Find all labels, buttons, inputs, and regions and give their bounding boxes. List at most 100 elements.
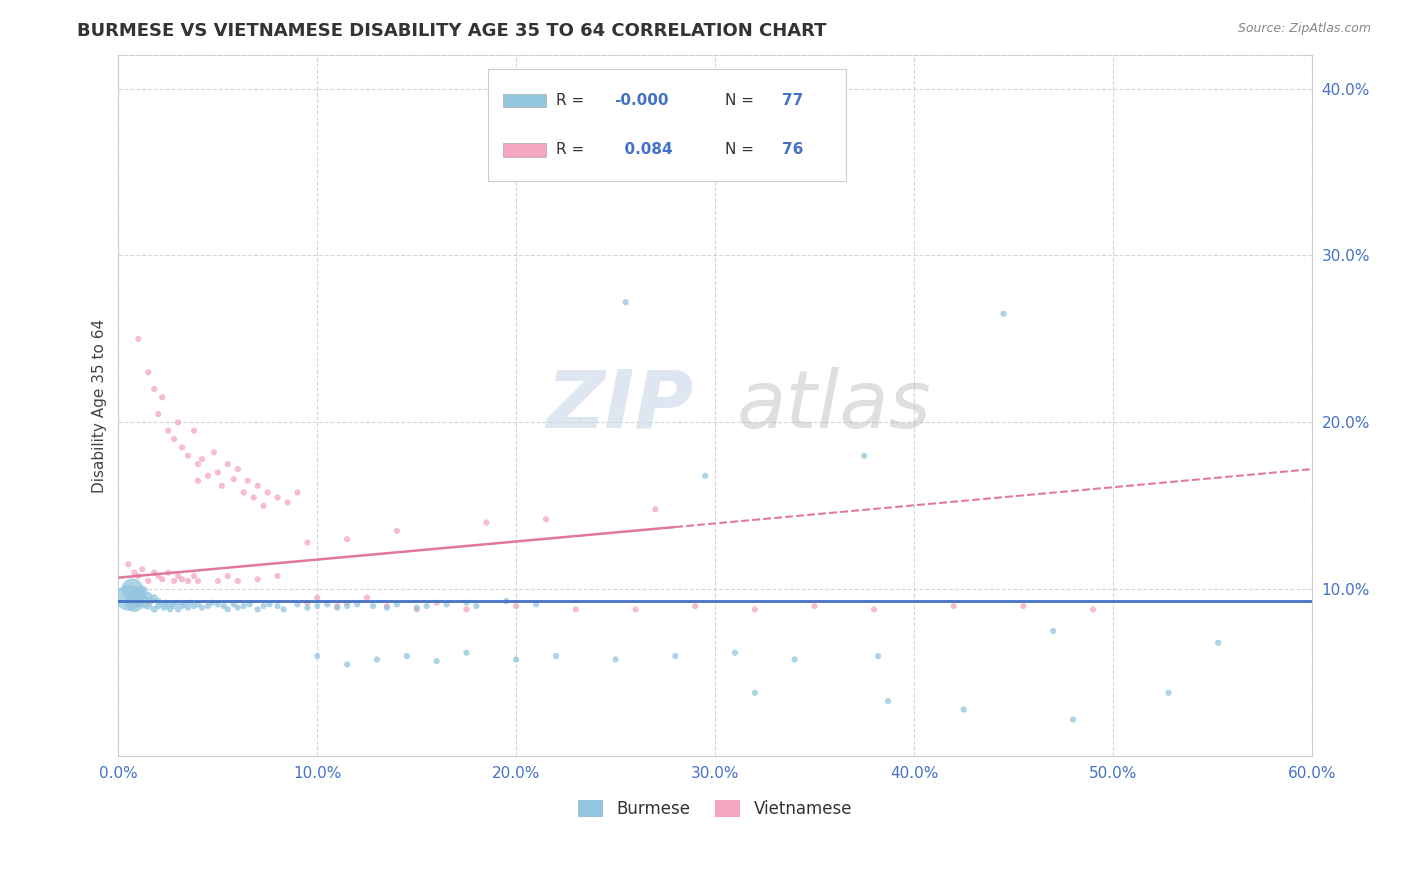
Point <box>173 598 195 612</box>
Point <box>266 569 288 583</box>
Point <box>366 652 388 666</box>
Point <box>544 649 567 664</box>
Point <box>183 424 205 438</box>
Point <box>346 598 368 612</box>
Point <box>177 449 200 463</box>
Point <box>316 598 339 612</box>
Point <box>236 474 259 488</box>
Point <box>259 598 281 612</box>
Point <box>150 598 173 612</box>
Legend: Burmese, Vietnamese: Burmese, Vietnamese <box>571 794 859 825</box>
Point <box>644 502 666 516</box>
Point <box>167 416 190 430</box>
Point <box>163 599 186 613</box>
Point <box>121 582 143 597</box>
Point <box>217 457 239 471</box>
Point <box>505 652 527 666</box>
Point <box>202 445 225 459</box>
Point <box>187 598 209 612</box>
Point <box>744 602 766 616</box>
Point <box>157 424 180 438</box>
Point <box>212 599 235 613</box>
Point <box>456 596 478 610</box>
Point <box>167 569 190 583</box>
Point <box>150 390 173 404</box>
Point <box>505 599 527 613</box>
Point <box>148 599 170 613</box>
Point <box>172 572 194 586</box>
Point <box>217 602 239 616</box>
Point <box>361 599 384 613</box>
Point <box>143 382 166 396</box>
Point <box>183 569 205 583</box>
Point <box>163 432 186 446</box>
Point <box>375 600 398 615</box>
Point <box>226 574 249 588</box>
Point <box>160 598 183 612</box>
Point <box>252 499 274 513</box>
Point <box>307 649 329 664</box>
Point <box>131 592 153 607</box>
Point <box>375 599 398 613</box>
Point <box>273 602 295 616</box>
Point <box>148 569 170 583</box>
Point <box>148 594 170 608</box>
Point <box>297 535 319 549</box>
Point <box>415 599 437 613</box>
Point <box>136 365 159 379</box>
Point <box>143 602 166 616</box>
Point <box>266 599 288 613</box>
Point <box>222 472 245 486</box>
Point <box>1206 636 1229 650</box>
Point <box>524 598 547 612</box>
Point <box>724 646 747 660</box>
Point <box>167 602 190 616</box>
Point <box>117 558 139 572</box>
Point <box>172 599 194 613</box>
Point <box>456 602 478 616</box>
Point <box>942 599 965 613</box>
Point <box>336 533 359 547</box>
Point <box>187 574 209 588</box>
Point <box>177 574 200 588</box>
Point <box>868 649 890 664</box>
Point <box>207 574 229 588</box>
Point <box>159 602 181 616</box>
Point <box>242 491 264 505</box>
Point <box>201 596 224 610</box>
Text: Source: ZipAtlas.com: Source: ZipAtlas.com <box>1237 22 1371 36</box>
Point <box>127 594 149 608</box>
Point <box>287 485 309 500</box>
Point <box>385 598 408 612</box>
Point <box>148 407 170 421</box>
Point <box>187 474 209 488</box>
Point <box>207 598 229 612</box>
Point <box>276 495 298 509</box>
Point <box>266 491 288 505</box>
Point <box>177 600 200 615</box>
Point <box>1081 602 1104 616</box>
Point <box>405 600 427 615</box>
Point <box>326 600 349 615</box>
Point <box>136 574 159 588</box>
Point <box>695 468 717 483</box>
Point <box>124 596 146 610</box>
Point <box>211 479 233 493</box>
Point <box>136 599 159 613</box>
Point <box>297 600 319 615</box>
Point <box>246 479 269 493</box>
Point <box>993 307 1015 321</box>
Point <box>744 686 766 700</box>
Point <box>163 574 186 588</box>
Point <box>534 512 557 526</box>
Point <box>534 123 557 137</box>
Point <box>226 600 249 615</box>
Point <box>197 599 219 613</box>
Point <box>157 566 180 580</box>
Point <box>863 602 886 616</box>
Text: BURMESE VS VIETNAMESE DISABILITY AGE 35 TO 64 CORRELATION CHART: BURMESE VS VIETNAMESE DISABILITY AGE 35 … <box>77 22 827 40</box>
Point <box>246 602 269 616</box>
Point <box>172 441 194 455</box>
Point <box>336 596 359 610</box>
Point <box>155 596 177 610</box>
